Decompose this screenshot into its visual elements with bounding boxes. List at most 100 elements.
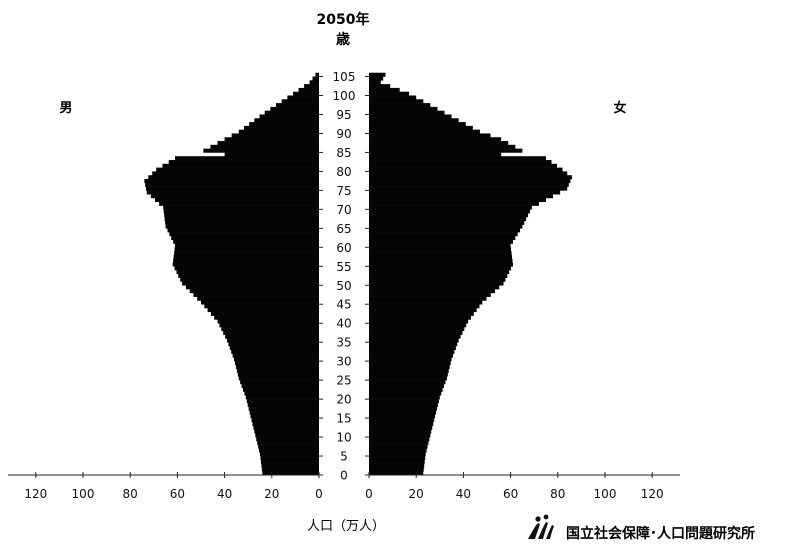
male-bar-age-51 <box>180 277 320 282</box>
male-bar-age-61 <box>173 239 320 244</box>
ipss-logo-mark-icon <box>528 514 554 539</box>
female-bar-age-24 <box>369 380 446 385</box>
female-bar-age-43 <box>369 308 477 313</box>
female-bar-age-51 <box>369 277 506 282</box>
female-bar-age-84 <box>369 152 502 157</box>
male-bar-age-99 <box>287 95 319 100</box>
age-tick-label-40: 40 <box>336 317 351 331</box>
female-bar-age-22 <box>369 387 443 392</box>
female-bar-age-81 <box>369 163 558 168</box>
male-bar-age-53 <box>176 270 319 275</box>
female-x-tick-label-20: 20 <box>409 487 424 501</box>
male-bar-age-6 <box>259 448 319 453</box>
female-bar-age-105 <box>369 72 386 77</box>
female-x-tick-label-0: 0 <box>365 487 373 501</box>
male-bar-age-92 <box>249 122 320 127</box>
male-bar-age-32 <box>231 349 319 354</box>
age-tick-label-0: 0 <box>340 469 348 483</box>
female-bar-age-23 <box>369 383 445 389</box>
female-bar-age-87 <box>369 141 509 146</box>
male-bar-age-18 <box>247 402 319 407</box>
male-bar-age-65 <box>165 224 319 229</box>
age-tick-label-95: 95 <box>336 108 351 122</box>
female-bar-age-31 <box>369 353 454 358</box>
male-bar-age-70 <box>163 205 319 210</box>
male-bar-age-89 <box>231 133 319 138</box>
male-bar-age-1 <box>261 467 319 472</box>
male-bar-age-52 <box>178 273 320 278</box>
male-bar-age-24 <box>240 380 319 385</box>
female-bar-age-69 <box>369 209 530 214</box>
male-bar-age-68 <box>164 213 320 218</box>
female-bar-age-49 <box>369 285 500 290</box>
male-bar-age-78 <box>148 175 320 180</box>
logo-text: 国立社会保障･人口問題研究所 <box>566 525 755 542</box>
female-label: 女 <box>613 100 626 116</box>
male-bar-age-93 <box>254 118 319 123</box>
female-bar-age-63 <box>369 232 518 237</box>
male-bar-age-45 <box>201 300 319 305</box>
female-bar-age-39 <box>369 323 467 328</box>
female-bar-age-50 <box>369 281 504 286</box>
female-bar-age-9 <box>369 437 430 442</box>
female-bar-age-36 <box>369 334 461 339</box>
female-bar-age-93 <box>369 118 459 123</box>
male-bar-age-41 <box>214 315 319 320</box>
male-bar-age-71 <box>159 201 319 206</box>
male-bar-age-5 <box>260 452 319 457</box>
male-bar-age-94 <box>259 114 319 119</box>
male-bar-age-0 <box>262 471 319 476</box>
male-bar-age-21 <box>244 391 320 396</box>
female-bar-age-19 <box>369 399 439 404</box>
male-bar-age-28 <box>235 364 319 370</box>
male-bar-age-20 <box>245 395 319 400</box>
male-bar-age-47 <box>193 292 319 297</box>
female-bar-age-66 <box>369 220 525 225</box>
female-bar-age-29 <box>369 361 451 366</box>
female-bar-age-15 <box>369 414 436 419</box>
age-tick-label-105: 105 <box>333 70 356 84</box>
female-bar-age-76 <box>369 182 569 187</box>
female-bar-age-91 <box>369 125 473 130</box>
male-bar-age-96 <box>270 106 320 111</box>
male-bar-age-57 <box>173 254 320 259</box>
female-bar-age-8 <box>369 440 429 445</box>
female-bar-age-103 <box>369 80 381 85</box>
female-bar-age-99 <box>369 95 417 100</box>
female-bar-age-40 <box>369 319 469 324</box>
axes-layer: 0 0 20 20 40 40 60 60 80 80 100 100 120 120 0 5 10 15 20 25… <box>8 70 680 501</box>
female-bar-age-14 <box>369 418 435 423</box>
female-bar-age-0 <box>369 471 424 476</box>
male-bar-age-15 <box>250 414 319 419</box>
male-bar-age-83 <box>175 156 319 161</box>
male-bar-age-80 <box>156 167 319 172</box>
male-bar-age-34 <box>228 342 319 347</box>
female-bar-age-74 <box>369 190 561 195</box>
female-bar-age-41 <box>369 315 471 320</box>
female-bar-age-78 <box>369 175 572 180</box>
male-bar-age-54 <box>174 266 319 271</box>
female-bar-age-73 <box>369 194 554 199</box>
age-tick-label-85: 85 <box>336 146 351 160</box>
female-bar-age-48 <box>369 289 496 294</box>
male-bar-age-43 <box>207 308 319 313</box>
female-bar-age-3 <box>369 459 425 464</box>
female-bar-age-42 <box>369 311 474 316</box>
female-bar-age-85 <box>369 148 523 153</box>
male-bar-age-62 <box>171 235 320 241</box>
male-bar-age-77 <box>144 178 319 184</box>
female-bar-age-11 <box>369 429 432 434</box>
age-tick-label-15: 15 <box>336 412 351 426</box>
male-bar-age-81 <box>162 163 320 168</box>
female-x-tick-label-60: 60 <box>503 487 518 501</box>
female-bar-age-70 <box>369 205 532 210</box>
female-bar-age-2 <box>369 463 425 468</box>
female-x-tick-label-120: 120 <box>641 487 664 501</box>
female-bar-age-97 <box>369 103 431 108</box>
age-tick-label-35: 35 <box>336 336 351 350</box>
male-bar-age-35 <box>226 338 319 343</box>
male-bar-age-82 <box>168 160 319 165</box>
male-x-tick-label-80: 80 <box>123 487 138 501</box>
male-bar-age-39 <box>219 323 319 328</box>
